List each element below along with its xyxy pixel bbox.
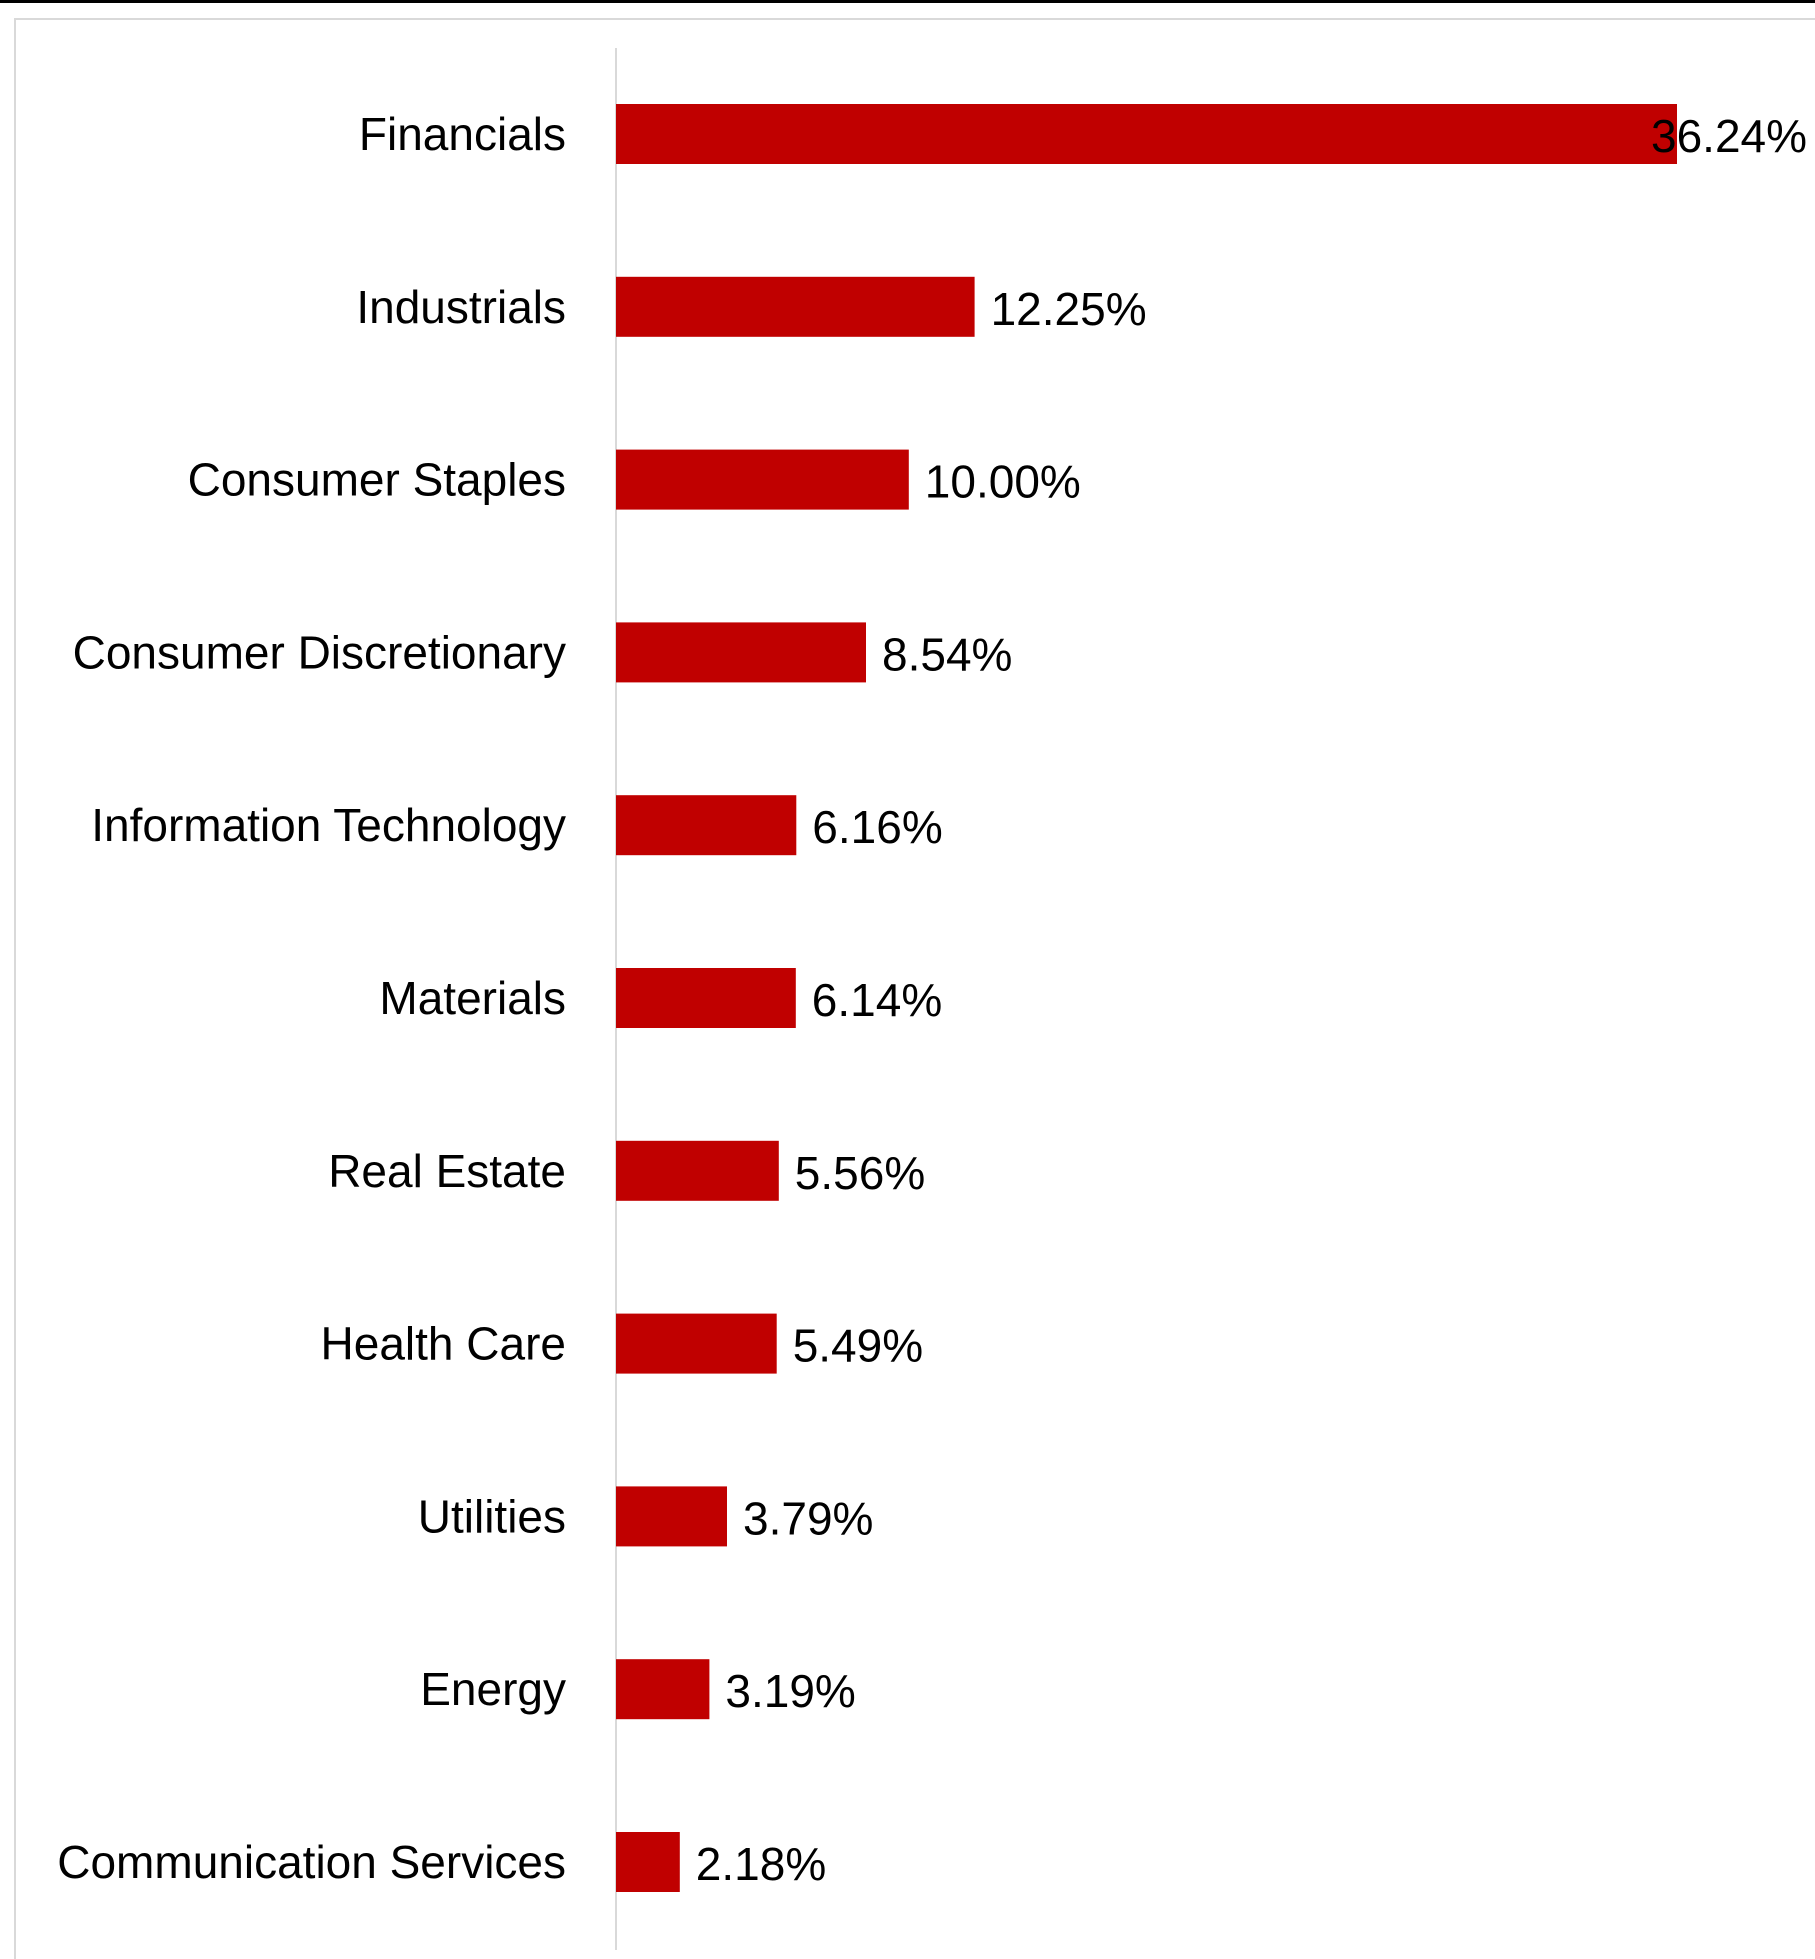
bar-materials [616, 968, 796, 1028]
bar-industrials [616, 276, 975, 337]
top-rule [0, 0, 1815, 3]
bar-utilities [616, 1486, 727, 1547]
value-label: 6.14% [812, 974, 942, 1026]
category-label: Materials [379, 972, 566, 1024]
value-label: 6.16% [812, 801, 942, 853]
category-label: Industrials [356, 281, 566, 333]
value-label: 12.25% [991, 283, 1147, 335]
category-label: Consumer Discretionary [73, 626, 566, 678]
chart-frame [14, 18, 1815, 1959]
category-label: Utilities [418, 1490, 566, 1542]
category-label: Consumer Staples [188, 454, 566, 506]
category-label: Information Technology [91, 799, 566, 851]
value-label: 36.24% [1651, 110, 1807, 162]
value-label: 5.56% [795, 1147, 925, 1199]
value-label: 3.19% [725, 1665, 855, 1717]
category-label: Energy [420, 1663, 566, 1715]
bar-real-estate [616, 1140, 779, 1201]
value-label: 10.00% [925, 456, 1081, 508]
bar-communication-services [616, 1832, 680, 1892]
bar-financials [616, 104, 1677, 164]
category-label: Real Estate [328, 1145, 566, 1197]
value-label: 8.54% [882, 628, 1012, 680]
category-label: Health Care [321, 1318, 566, 1370]
value-label: 5.49% [793, 1320, 923, 1372]
value-label: 2.18% [696, 1838, 826, 1890]
bar-health-care [616, 1313, 777, 1374]
value-label: 3.79% [743, 1492, 873, 1544]
bar-energy [616, 1659, 710, 1720]
category-label: Communication Services [57, 1836, 566, 1888]
bar-information-technology [616, 795, 797, 856]
bar-consumer-discretionary [616, 622, 866, 683]
bar-consumer-staples [616, 449, 909, 510]
category-label: Financials [359, 108, 566, 160]
